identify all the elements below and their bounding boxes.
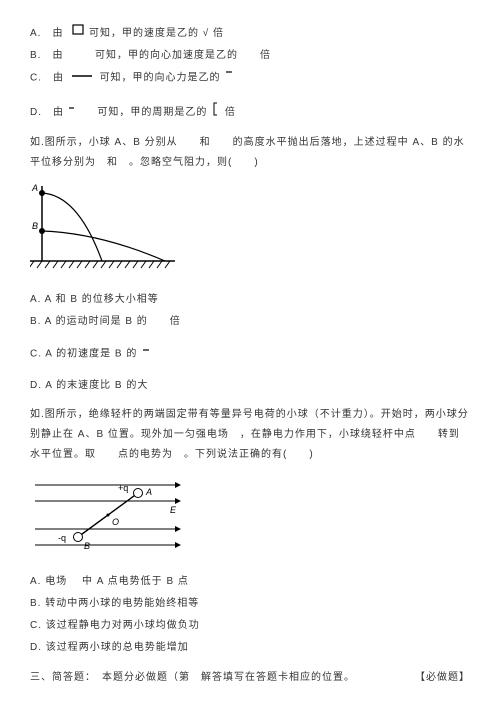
q3-label-e: E	[170, 505, 177, 515]
q1-c-post: 可知，甲的向心力是乙的	[100, 73, 221, 84]
q3-label-o: O	[112, 517, 119, 527]
tick-icon	[141, 345, 151, 363]
q1-b-post: 可知，甲的向心加速度是乙的 倍	[95, 50, 271, 61]
q1-d-pre: D. 由	[30, 107, 64, 118]
section-3-heading: 三、简答题： 本题分必做题（第 解答填写在答题卡相应的位置。 【必做题】	[30, 669, 470, 687]
q1-option-b: B. 由 可知，甲的向心加速度是乙的 倍	[30, 47, 470, 65]
q2-diagram: A B	[30, 181, 470, 283]
q3-option-a: A. 电场 中 A 点电势低于 B 点	[30, 573, 470, 591]
q3-option-d: D. 该过程两小球的总电势能增加	[30, 639, 470, 657]
q1-b-pre: B. 由	[30, 50, 63, 61]
tick-icon	[224, 69, 234, 87]
diagram-label-b: B	[32, 221, 38, 231]
q3-minusq: -q	[58, 533, 66, 543]
q1-c-pre: C. 由	[30, 73, 64, 84]
section-3-right: 【必做题】	[415, 669, 470, 687]
q1-a-post: 可知，甲的速度是乙的 √ 倍	[89, 28, 224, 39]
q2-c-text: C. A 的初速度是 B 的	[30, 348, 137, 359]
q1-option-c: C. 由 可知，甲的向心力是乙的	[30, 69, 470, 88]
q3-option-c: C. 该过程静电力对两小球均做负功	[30, 617, 470, 635]
diagram-label-a: A	[31, 183, 38, 193]
q2-option-b: B. A 的运动时间是 B 的 倍	[30, 313, 470, 331]
tick-icon	[68, 103, 76, 121]
q3-label-b: B	[84, 541, 90, 551]
q2-stem: 如.图所示，小球 A、B 分别从 和 的高度水平抛出后落地，上述过程中 A、B …	[30, 133, 470, 173]
q2-option-a: A. A 和 B 的位移大小相等	[30, 291, 470, 309]
q2-option-c: C. A 的初速度是 B 的	[30, 345, 470, 364]
q1-a-pre: A. 由	[30, 28, 63, 39]
q1-option-d: D. 由 可知，甲的周期是乙的 倍	[30, 102, 470, 123]
q3-diagram: +q A E O -q B	[30, 473, 470, 565]
section-3-left: 三、简答题： 本题分必做题（第 解答填写在答题卡相应的位置。	[30, 669, 375, 687]
q3-option-b: B. 转动中两小球的电势能始终相等	[30, 595, 470, 613]
q2-option-d: D. A 的末速度比 B 的大	[30, 377, 470, 395]
q3-label-a: A	[145, 487, 152, 497]
q1-option-a: A. 由 可知，甲的速度是乙的 √ 倍	[30, 24, 470, 43]
bracket-icon	[211, 102, 221, 123]
sqrt-box-icon	[67, 24, 85, 43]
q1-d-tail: 倍	[225, 107, 236, 118]
q3-stem: 如.图所示，绝缘轻杆的两端固定带有等量异号电荷的小球（不计重力）。开始时，两小球…	[30, 405, 470, 465]
q1-d-post: 可知，甲的周期是乙的	[97, 107, 207, 118]
dash-icon	[68, 69, 96, 87]
q3-plusq: +q	[118, 483, 128, 493]
